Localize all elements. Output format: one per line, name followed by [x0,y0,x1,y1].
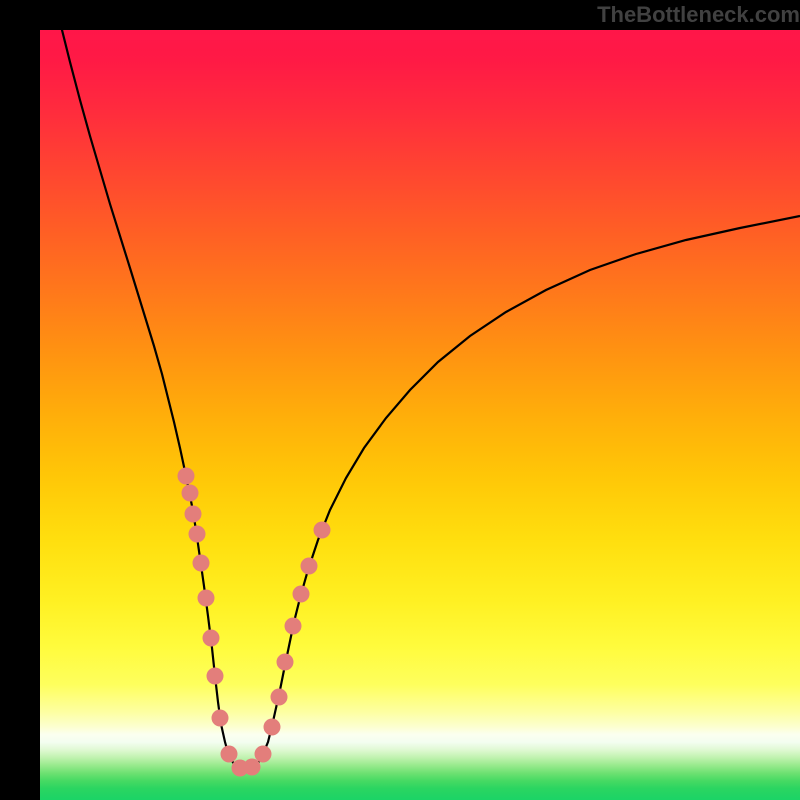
data-point [203,630,220,647]
data-point [178,468,195,485]
data-point [314,522,331,539]
data-point [182,485,199,502]
data-point [207,668,224,685]
data-point [285,618,302,635]
outer-frame: TheBottleneck.com [0,0,800,800]
data-point [301,558,318,575]
data-point [264,719,281,736]
data-point [271,689,288,706]
data-point [293,586,310,603]
data-point [193,555,210,572]
data-point [277,654,294,671]
data-point [255,746,272,763]
chart-svg [40,30,800,800]
data-point [189,526,206,543]
plot-area [40,30,800,800]
watermark-text: TheBottleneck.com [597,2,800,28]
gradient-background [40,30,800,800]
data-point [198,590,215,607]
data-point [185,506,202,523]
data-point [212,710,229,727]
